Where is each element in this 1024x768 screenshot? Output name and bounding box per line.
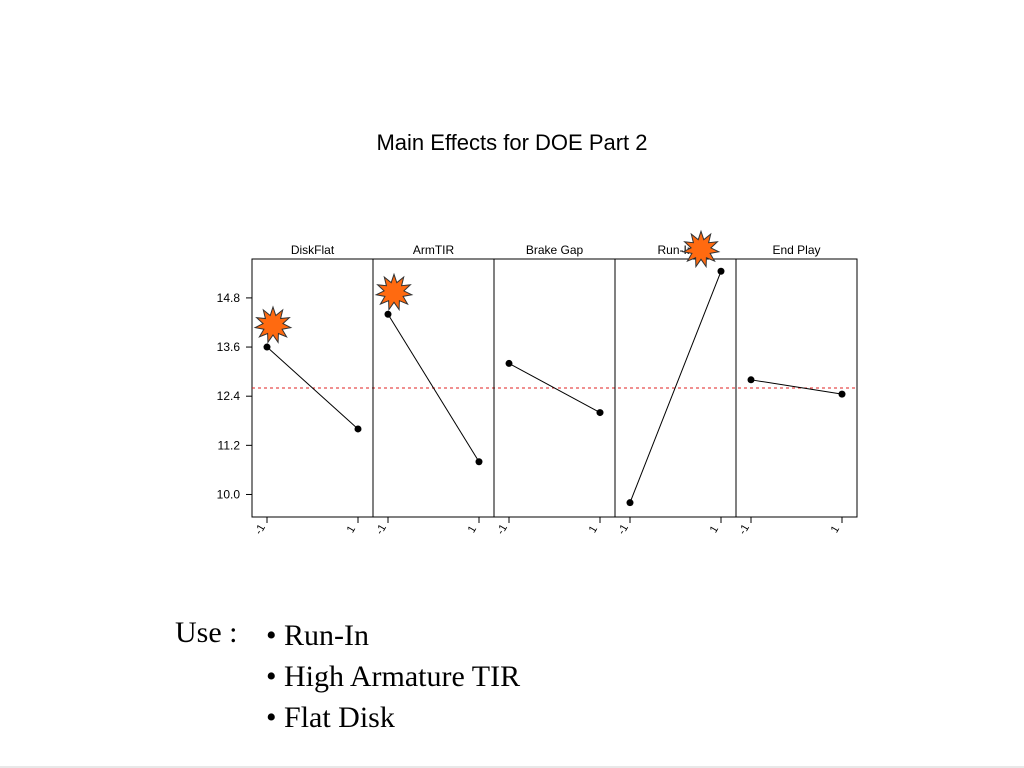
effect-line <box>266 346 359 430</box>
effect-line <box>508 362 601 414</box>
x-tick-label: -1 <box>374 522 389 536</box>
y-tick-label: 12.4 <box>217 389 241 403</box>
data-point <box>596 409 604 417</box>
bottom-divider <box>0 766 1024 768</box>
x-tick-label: -1 <box>737 522 752 536</box>
x-tick-label: -1 <box>616 522 631 536</box>
recommendation-list: Run-In High Armature TIR Flat Disk <box>266 618 520 741</box>
x-tick-label: -1 <box>495 522 510 536</box>
y-tick-label: 11.2 <box>218 438 241 452</box>
data-point <box>384 310 392 318</box>
x-tick-label: 1 <box>708 524 721 535</box>
panel-header-3: Run-In <box>657 243 693 257</box>
data-point <box>717 267 725 275</box>
recommendation-item: Run-In <box>266 618 520 659</box>
highlight-starburst <box>681 229 721 269</box>
panel-header-0: DiskFlat <box>291 243 335 257</box>
data-point <box>354 425 362 433</box>
x-tick-label: 1 <box>466 524 479 535</box>
data-point <box>838 390 846 398</box>
highlight-starburst <box>253 305 293 344</box>
recommendation-item: High Armature TIR <box>266 659 520 700</box>
effect-line <box>750 379 843 395</box>
recommendation-item: Flat Disk <box>266 700 520 741</box>
panel-header-4: End Play <box>772 243 820 257</box>
main-effects-chart: 10.0 11.2 12.4 13.6 14.8 DiskFlat -1 1 ArmTIR -1 1… <box>217 229 858 537</box>
x-tick-label: -1 <box>253 522 268 536</box>
y-tick-label: 13.6 <box>217 340 241 354</box>
effect-line <box>387 314 480 462</box>
x-tick-label: 1 <box>345 524 358 535</box>
panel-header-1: ArmTIR <box>413 243 455 257</box>
data-point <box>626 499 634 507</box>
data-point <box>505 359 513 367</box>
highlight-starburst <box>374 272 414 312</box>
use-label: Use : <box>175 616 238 649</box>
data-point <box>747 376 755 384</box>
x-tick-label: 1 <box>829 524 842 535</box>
y-tick-label: 10.0 <box>217 487 241 501</box>
panel-header-2: Brake Gap <box>526 243 584 257</box>
data-point <box>263 343 271 351</box>
y-tick-label: 14.8 <box>217 291 241 305</box>
chart-title: Main Effects for DOE Part 2 <box>376 130 648 155</box>
effect-line <box>629 271 722 503</box>
data-point <box>475 458 483 466</box>
x-tick-label: 1 <box>587 524 600 535</box>
